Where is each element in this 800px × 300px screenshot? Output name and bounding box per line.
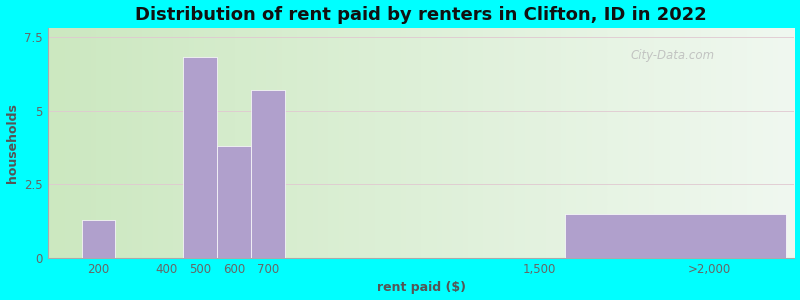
- Title: Distribution of rent paid by renters in Clifton, ID in 2022: Distribution of rent paid by renters in …: [135, 6, 707, 24]
- X-axis label: rent paid ($): rent paid ($): [377, 281, 466, 294]
- Y-axis label: households: households: [6, 103, 18, 183]
- Bar: [218, 146, 251, 258]
- Bar: [183, 57, 218, 258]
- Text: City-Data.com: City-Data.com: [630, 49, 714, 62]
- Bar: [82, 220, 115, 258]
- Bar: [566, 214, 786, 258]
- Bar: [251, 90, 286, 258]
